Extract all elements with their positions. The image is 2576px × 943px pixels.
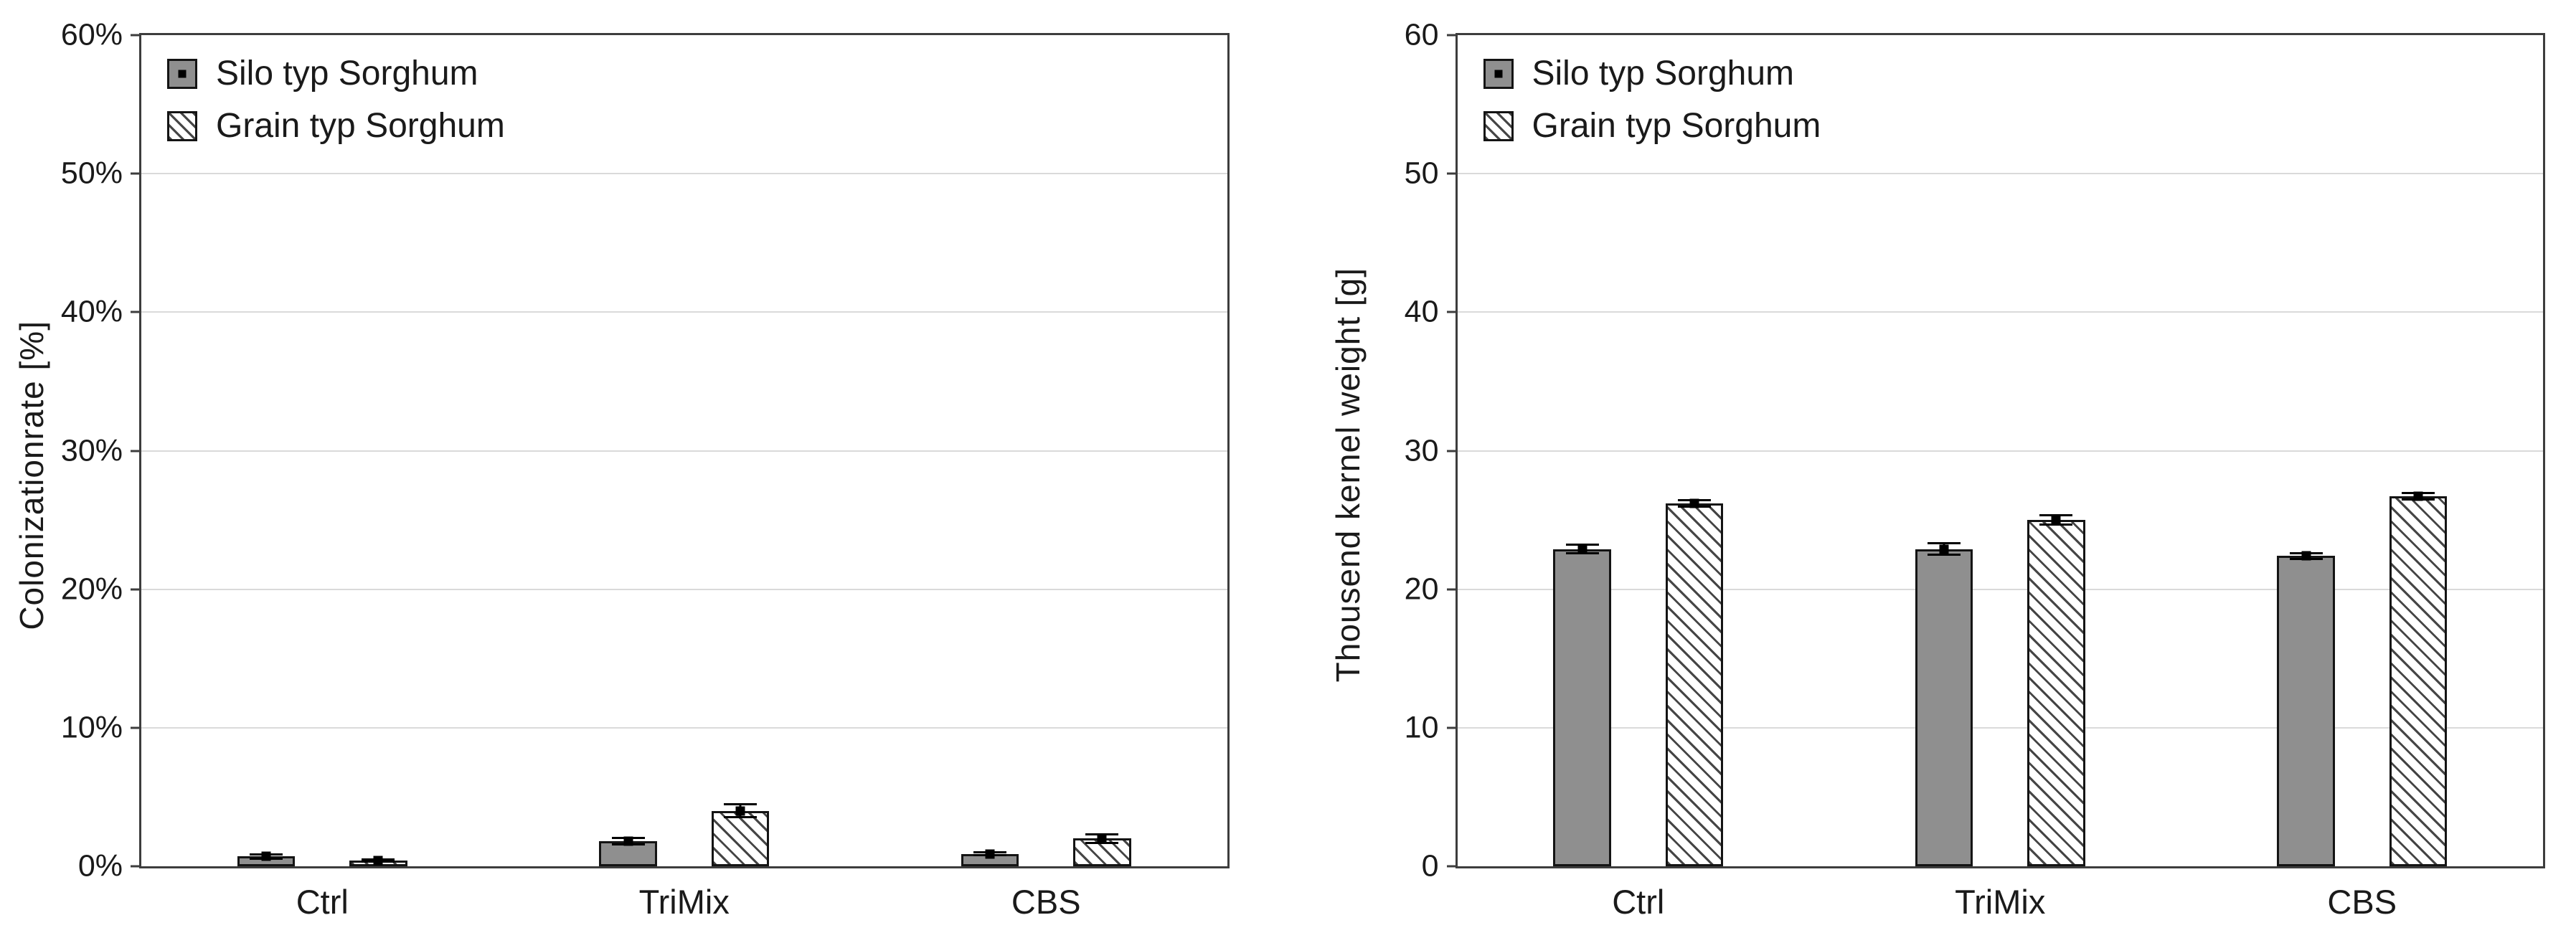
y-tick-label: 30 (1404, 433, 1439, 468)
error-bar-cap-top (1928, 542, 1961, 544)
y-tick-mark (1446, 172, 1458, 175)
y-tick-label: 40 (1404, 294, 1439, 329)
chart-colonization-rate: Colonizationrate [%] Silo typ Sorghum Gr… (9, 13, 1242, 937)
legend-swatch-hatch-icon (1483, 110, 1514, 141)
mean-dot-icon (178, 70, 187, 77)
mean-marker-icon (2413, 491, 2423, 501)
mean-marker-icon (1689, 498, 1699, 508)
mean-marker-icon (261, 851, 271, 861)
y-axis-title-wrap: Thousend kernel weight [g] (1325, 13, 1371, 937)
mean-marker-icon (1939, 544, 1949, 554)
bar-silo-ctrl (1553, 549, 1611, 866)
y-tick-mark (131, 450, 141, 452)
mean-marker-icon (623, 836, 633, 846)
y-tick-label: 20 (1404, 572, 1439, 607)
error-bar-cap-bottom (1928, 554, 1961, 556)
gridline (1457, 173, 2543, 175)
gridline (1457, 726, 2543, 729)
gridline (1457, 450, 2543, 452)
mean-marker-icon (2051, 515, 2061, 525)
legend-item-silo: Silo typ Sorghum (167, 54, 505, 93)
y-tick-mark (131, 172, 141, 175)
legend-swatch-solid-icon (1483, 58, 1514, 89)
legend-label-grain: Grain typ Sorghum (216, 107, 505, 145)
y-tick-label: 50% (60, 156, 123, 191)
gridline (1457, 311, 2543, 313)
y-tick-mark (1446, 450, 1458, 452)
mean-marker-icon (735, 806, 745, 816)
y-tick-label: 60% (60, 17, 123, 52)
legend-item-grain: Grain typ Sorghum (167, 106, 505, 146)
gridline (141, 588, 1227, 590)
y-tick-label: 10 (1404, 710, 1439, 745)
mean-marker-icon (2301, 551, 2311, 561)
y-tick-label: 10% (60, 710, 123, 745)
legend-swatch-solid-icon (167, 58, 197, 89)
bar-grain-cbs (2389, 496, 2448, 866)
gridline (1457, 588, 2543, 590)
bar-silo-trimix (1915, 549, 1973, 866)
y-tick-mark (1446, 311, 1458, 313)
y-tick-label: 0% (77, 848, 123, 883)
y-tick-mark (131, 588, 141, 591)
x-tick-label: CBS (2327, 883, 2397, 921)
gridline (141, 311, 1227, 313)
plot-region: Silo typ Sorghum Grain typ Sorghum 0% 10%… (61, 18, 1230, 921)
x-tick-label: TriMix (638, 883, 730, 921)
y-tick-label: 20% (60, 572, 123, 607)
legend: Silo typ Sorghum Grain typ Sorghum (1483, 54, 1821, 146)
error-bar-cap-top (723, 803, 757, 806)
plot-area: Silo typ Sorghum Grain typ Sorghum 0% 10%… (61, 18, 1230, 921)
mean-marker-icon (985, 849, 995, 859)
y-tick-mark (1446, 588, 1458, 591)
y-axis-title-wrap: Colonizationrate [%] (9, 13, 55, 937)
x-tick-label: CBS (1011, 883, 1081, 921)
y-tick-label: 0 (1421, 848, 1439, 883)
y-tick-label: 60 (1404, 17, 1439, 52)
y-axis-title: Thousend kernel weight [g] (1329, 267, 1367, 683)
bar-grain-trimix (711, 810, 770, 866)
bar-silo-cbs (2277, 556, 2335, 866)
mean-marker-icon (1097, 833, 1107, 843)
y-tick-label: 40% (60, 294, 123, 329)
x-tick-label: TriMix (1955, 883, 2046, 921)
gridline (141, 173, 1227, 175)
y-tick-mark (1446, 34, 1458, 37)
legend-swatch-hatch-icon (167, 110, 197, 141)
legend-label-silo: Silo typ Sorghum (216, 55, 478, 93)
y-tick-label: 30% (60, 433, 123, 468)
y-axis-title: Colonizationrate [%] (13, 320, 50, 630)
y-tick-mark (1446, 726, 1458, 729)
y-tick-label: 50 (1404, 156, 1439, 191)
error-bar-cap-bottom (723, 816, 757, 819)
bar-grain-ctrl (1665, 503, 1724, 866)
legend-label-grain: Grain typ Sorghum (1532, 107, 1821, 145)
legend-item-silo: Silo typ Sorghum (1483, 54, 1821, 93)
bar-grain-trimix (2027, 520, 2085, 866)
y-tick-mark (131, 34, 141, 37)
gridline (141, 450, 1227, 452)
legend-item-grain: Grain typ Sorghum (1483, 106, 1821, 146)
plot-area: Silo typ Sorghum Grain typ Sorghum 0 10 20… (1405, 18, 2545, 921)
y-tick-mark (131, 865, 141, 868)
y-tick-mark (131, 726, 141, 729)
mean-dot-icon (1494, 70, 1502, 77)
plot-region: Silo typ Sorghum Grain typ Sorghum 0 10 20… (1405, 18, 2545, 921)
gridline (141, 726, 1227, 729)
x-tick-label: Ctrl (296, 883, 349, 921)
y-tick-mark (131, 311, 141, 313)
mean-marker-icon (1577, 544, 1587, 554)
x-tick-label: Ctrl (1612, 883, 1665, 921)
legend: Silo typ Sorghum Grain typ Sorghum (167, 54, 505, 146)
chart-thousand-kernel-weight: Thousend kernel weight [g] Silo typ Sorg… (1325, 13, 2559, 937)
legend-label-silo: Silo typ Sorghum (1532, 55, 1795, 93)
y-tick-mark (1446, 865, 1458, 868)
mean-marker-icon (373, 856, 383, 866)
